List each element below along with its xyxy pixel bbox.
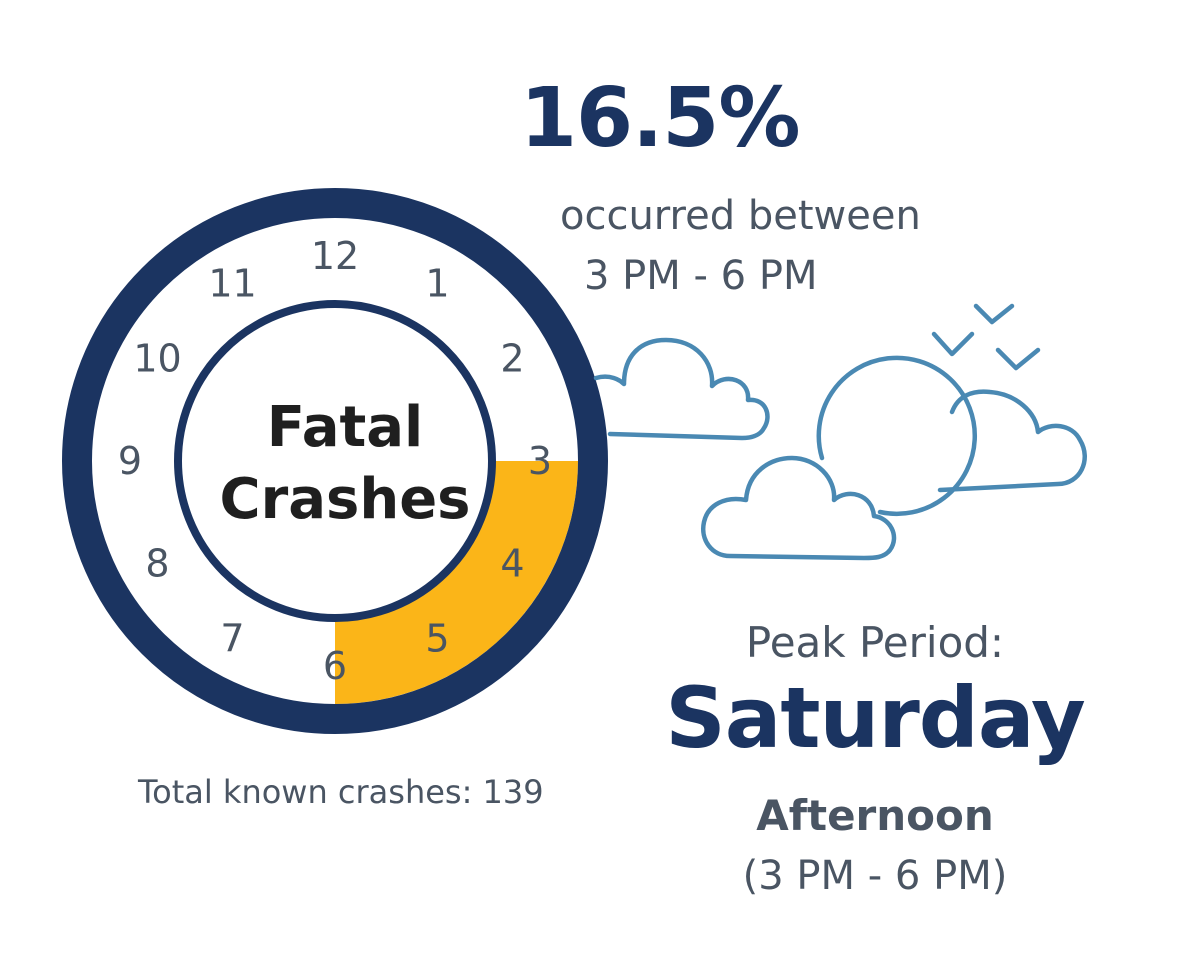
- peak-day: Saturday: [665, 669, 1086, 767]
- clock-hour-7: 7: [220, 617, 244, 661]
- peak-time-range: (3 PM - 6 PM): [742, 853, 1008, 899]
- total-crashes: Total known crashes: 139: [138, 773, 544, 811]
- clock-inner-circle: [174, 300, 496, 622]
- clock-title-line1: Fatal: [267, 395, 424, 460]
- clock-outer-ring: [62, 188, 608, 734]
- clock-hour-2: 2: [500, 337, 524, 381]
- bird-icon: [973, 303, 1015, 325]
- clock-hour-12: 12: [311, 234, 359, 278]
- clock-hour-5: 5: [425, 617, 449, 661]
- clock-hour-6: 6: [323, 644, 347, 688]
- clock-hour-10: 10: [133, 337, 181, 381]
- clock-hour-4: 4: [500, 542, 524, 586]
- clock-hour-1: 1: [425, 262, 449, 306]
- stat-description-line2: 3 PM - 6 PM: [584, 253, 818, 299]
- clock-hour-9: 9: [118, 439, 142, 483]
- peak-period-label: Peak Period:: [745, 618, 1005, 667]
- clock-hour-3: 3: [528, 439, 552, 483]
- bird-icon: [995, 347, 1041, 371]
- sun-icon: [816, 355, 978, 517]
- clock-hour-11: 11: [208, 262, 256, 306]
- peak-part-of-day: Afternoon: [756, 791, 994, 840]
- percent-stat: 16.5%: [520, 71, 800, 166]
- cloud-icon: [700, 455, 897, 561]
- clock-title-line2: Crashes: [219, 467, 470, 532]
- clock-hour-8: 8: [145, 542, 169, 586]
- stat-description-line1: occurred between: [560, 193, 921, 239]
- bird-icon: [931, 331, 975, 357]
- cloud-icon: [593, 337, 770, 441]
- cloud-icon: [937, 389, 1087, 493]
